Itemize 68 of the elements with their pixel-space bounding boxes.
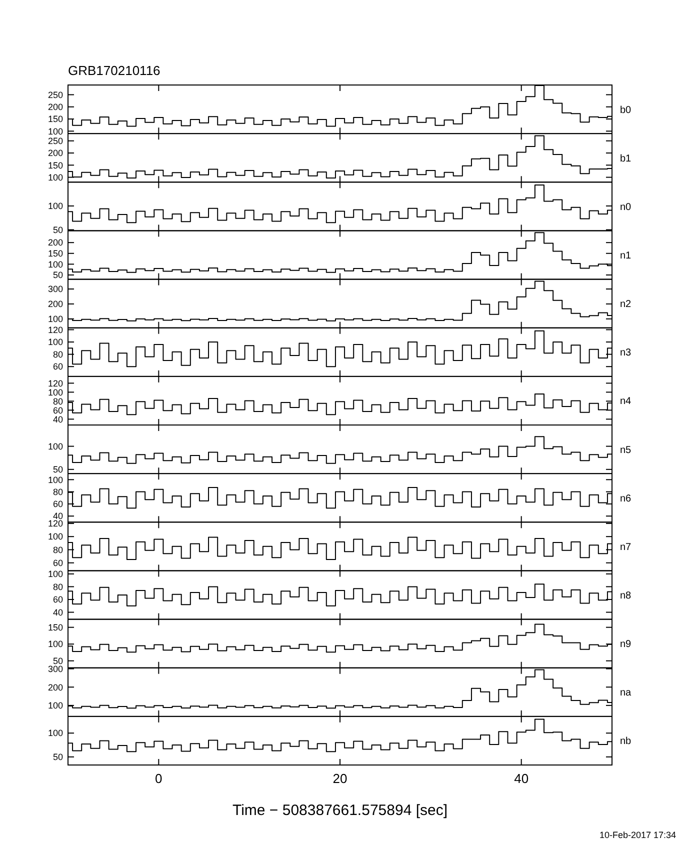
y-tick-label: 300 xyxy=(48,284,63,294)
y-tick-label: 60 xyxy=(52,594,63,605)
y-tick-label: 80 xyxy=(52,396,63,406)
y-tick-label: 200 xyxy=(48,102,63,112)
y-tick-label: 300 xyxy=(48,664,63,674)
y-tick-label: 100 xyxy=(48,639,63,650)
y-tick-label: 150 xyxy=(48,114,63,124)
x-tick-label: 20 xyxy=(332,771,348,786)
y-tick-label: 60 xyxy=(52,558,63,568)
y-tick-label: 40 xyxy=(52,414,63,424)
y-tick-label: 100 xyxy=(48,337,63,348)
y-tick-label: 100 xyxy=(48,259,63,270)
legend-label: n4 xyxy=(620,396,632,408)
x-tick-label: 40 xyxy=(514,771,529,786)
y-tick-label: 100 xyxy=(48,201,63,212)
legend-label: n9 xyxy=(620,639,632,650)
legend-label: n8 xyxy=(620,590,632,602)
y-tick-label: 50 xyxy=(52,656,63,666)
legend-label: n1 xyxy=(620,250,632,262)
y-tick-label: 100 xyxy=(48,172,63,182)
y-tick-label: 80 xyxy=(52,349,63,360)
legend-label: n0 xyxy=(620,202,632,213)
x-tick-label: 0 xyxy=(155,771,162,786)
y-tick-label: 150 xyxy=(48,622,63,632)
y-tick-label: 100 xyxy=(48,126,63,136)
y-tick-label: 200 xyxy=(48,238,63,248)
y-tick-label: 250 xyxy=(48,136,63,146)
y-tick-label: 200 xyxy=(48,148,63,158)
legend-label: b1 xyxy=(620,153,632,164)
y-tick-label: 100 xyxy=(48,569,63,580)
x-axis-title: Time − 508387661.575894 [sec] xyxy=(232,802,448,819)
text: 10-Feb-2017 17:34 xyxy=(599,830,676,840)
y-tick-label: 100 xyxy=(48,387,63,398)
legend-label: n6 xyxy=(620,493,632,504)
y-tick-label: 120 xyxy=(48,518,63,529)
y-tick-label: 80 xyxy=(52,582,63,592)
legend-label: na xyxy=(620,688,632,699)
y-tick-label: 150 xyxy=(48,160,63,170)
y-tick-label: 120 xyxy=(48,324,63,335)
y-tick-label: 40 xyxy=(52,511,63,522)
y-tick-label: 50 xyxy=(52,464,63,475)
y-tick-label: 120 xyxy=(48,378,63,388)
y-tick-label: 200 xyxy=(48,299,63,310)
y-tick-label: 250 xyxy=(48,90,63,100)
y-tick-label: 100 xyxy=(48,474,63,485)
y-tick-label: 80 xyxy=(52,544,63,555)
y-tick-label: 100 xyxy=(48,728,63,738)
legend-label: n7 xyxy=(620,542,632,553)
series-label: nb xyxy=(620,736,632,748)
y-tick-label: 40 xyxy=(52,607,63,618)
y-tick-label: 50 xyxy=(52,224,63,235)
y-tick-label: 100 xyxy=(48,441,63,452)
y-tick-label: 50 xyxy=(52,752,63,762)
y-tick-label: 60 xyxy=(52,362,63,372)
y-tick-label: 100 xyxy=(48,532,63,542)
y-tick-label: 60 xyxy=(52,405,63,416)
y-tick-label: 100 xyxy=(48,314,63,324)
y-tick-label: 200 xyxy=(48,682,63,692)
y-tick-label: 80 xyxy=(52,486,63,497)
y-tick-label: 150 xyxy=(48,248,63,259)
chart-title: GRB170210116 xyxy=(68,63,160,78)
y-tick-label: 100 xyxy=(48,700,63,711)
legend-label: n5 xyxy=(620,444,632,456)
legend-label: n2 xyxy=(620,299,632,310)
y-tick-label: 50 xyxy=(52,270,63,280)
legend-label: b0 xyxy=(620,104,632,116)
y-tick-label: 60 xyxy=(52,499,63,510)
legend-label: n3 xyxy=(620,348,632,359)
